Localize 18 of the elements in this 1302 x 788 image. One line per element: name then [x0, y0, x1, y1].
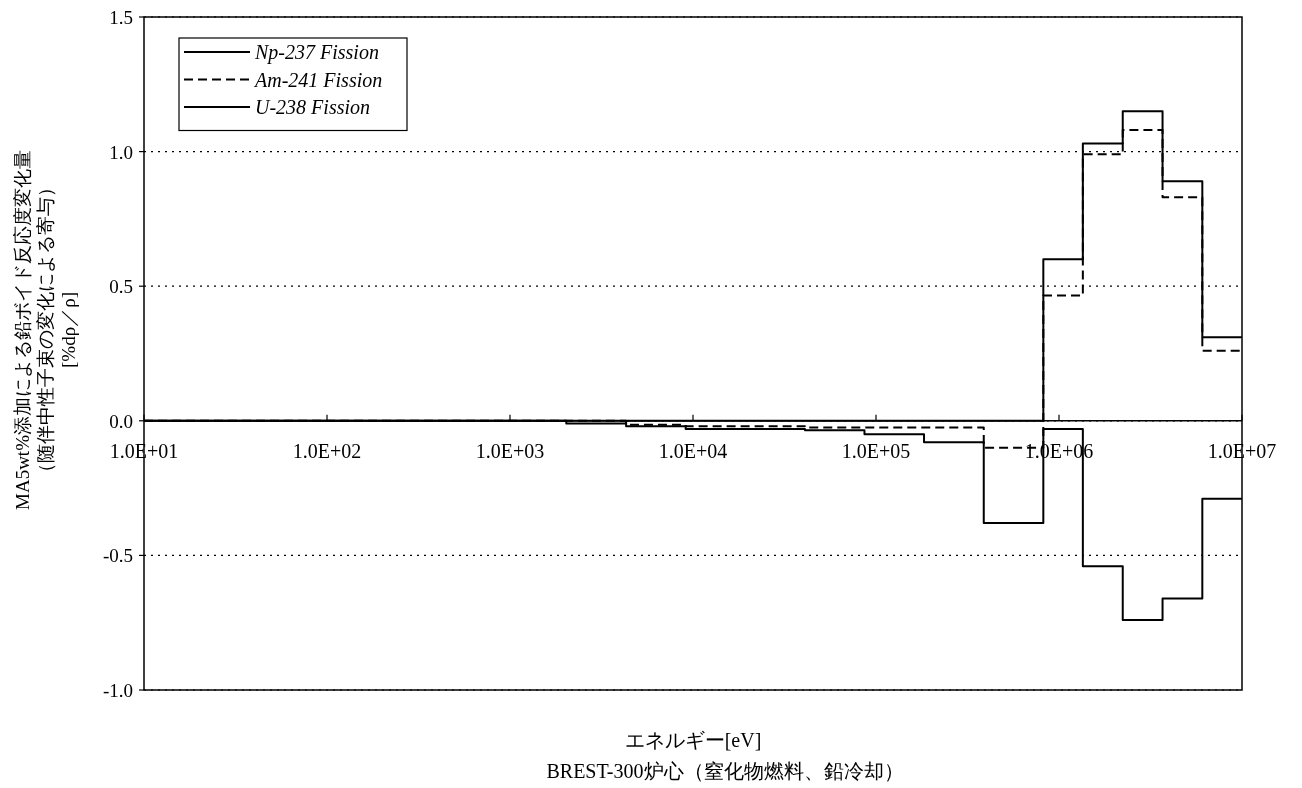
y-tick: -0.5 — [102, 545, 133, 567]
x-tick: 1.0E+04 — [658, 439, 728, 462]
x-tick: 1.0E+03 — [475, 439, 545, 462]
y-tick: 1.0 — [109, 141, 133, 163]
ylabel: [%dρ／ρ] — [57, 292, 79, 368]
y-tick: -1.0 — [102, 680, 133, 701]
annotation: BREST-300炉心（窒化物燃料、鉛冷却） — [546, 760, 904, 782]
y-tick: 0.0 — [109, 410, 133, 432]
x-tick: 1.0E+02 — [292, 439, 362, 462]
y-tick: 1.5 — [109, 7, 133, 28]
y-tick: 0.5 — [109, 276, 133, 298]
ylabel: MA5wt%添加による鉛ボイド反応度変化量 — [11, 150, 33, 510]
xlabel: エネルギー[eV] — [624, 729, 762, 751]
legend-label: Am-241 Fission — [255, 68, 383, 91]
ylabel: （随伴中性子束の変化による寄与） — [34, 178, 56, 482]
x-tick: 1.0E+05 — [841, 439, 911, 462]
legend-label: Np-237 Fission — [255, 41, 379, 63]
legend-label: U-238 Fission — [255, 96, 370, 118]
